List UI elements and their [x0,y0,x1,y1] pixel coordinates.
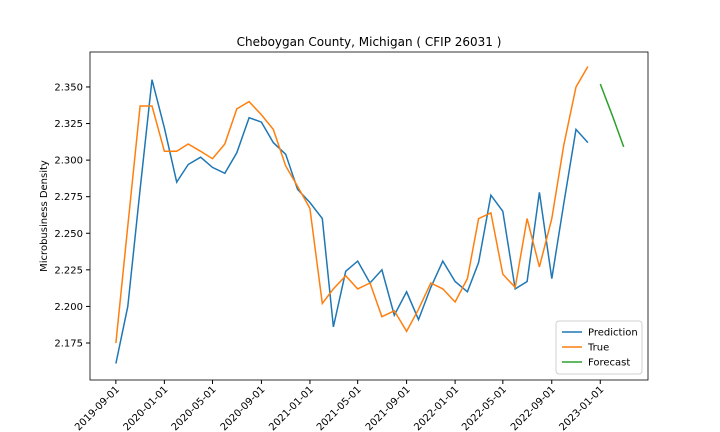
y-axis-label: Microbusiness Density [39,160,50,272]
series-line [599,83,625,148]
y-tick-label: 2.250 [54,229,83,240]
y-tick-label: 2.200 [54,302,83,313]
chart-title: Cheboygan County, Michigan ( CFIP 26031 … [237,35,502,49]
series-line [115,66,589,344]
legend-box [555,320,643,375]
y-tick-label: 2.325 [54,119,83,130]
legend-label: Forecast [588,358,630,369]
legend: Prediction True Forecast [555,320,643,375]
plot-frame [89,51,649,381]
legend-label: True [587,343,609,354]
y-tick-label: 2.225 [54,265,83,276]
y-tick-label: 2.300 [54,156,83,167]
series-line [115,79,589,364]
legend-label: Prediction [588,328,638,339]
y-tick-label: 2.275 [54,192,83,203]
y-tick-label: 2.175 [54,338,83,349]
y-tick-label: 2.350 [54,82,83,93]
